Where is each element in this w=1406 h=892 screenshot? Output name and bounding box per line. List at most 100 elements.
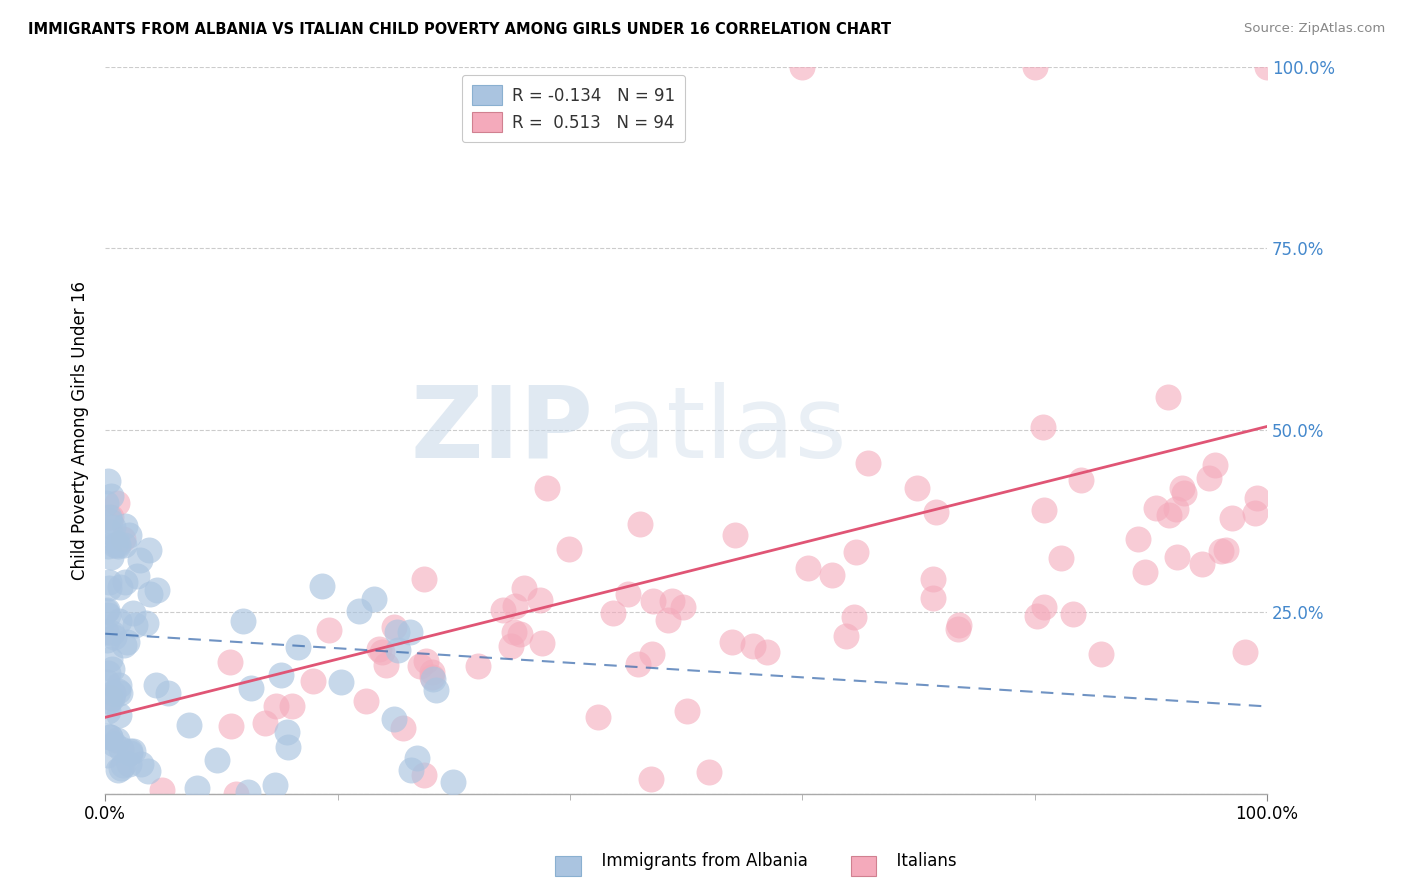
Point	[676, 704, 699, 718]
Point	[97, 510, 120, 524]
Point	[602, 606, 624, 620]
Point	[329, 674, 352, 689]
Point	[97, 607, 120, 622]
Point	[118, 756, 141, 771]
Point	[107, 614, 129, 628]
Point	[287, 640, 309, 654]
Y-axis label: Child Poverty Among Girls Under 16: Child Poverty Among Girls Under 16	[72, 281, 89, 580]
Point	[948, 617, 970, 632]
Point	[98, 652, 121, 666]
Point	[232, 614, 254, 628]
Point	[145, 677, 167, 691]
Point	[281, 699, 304, 714]
Point	[97, 666, 120, 681]
Point	[112, 538, 135, 552]
Point	[415, 654, 437, 668]
Point	[97, 574, 120, 589]
Point	[792, 60, 814, 74]
Point	[240, 681, 263, 695]
Point	[136, 764, 159, 778]
Point	[98, 524, 121, 539]
Point	[1126, 532, 1149, 546]
Point	[112, 638, 135, 652]
Point	[219, 655, 242, 669]
Point	[96, 603, 118, 617]
Point	[100, 550, 122, 565]
Point	[277, 740, 299, 755]
Point	[925, 505, 948, 519]
Legend: R = -0.134   N = 91, R =  0.513   N = 94: R = -0.134 N = 91, R = 0.513 N = 94	[463, 75, 685, 142]
Point	[363, 591, 385, 606]
Point	[425, 682, 447, 697]
Point	[657, 613, 679, 627]
Point	[311, 579, 333, 593]
Point	[1032, 420, 1054, 434]
Point	[1026, 609, 1049, 624]
Point	[413, 768, 436, 782]
Point	[264, 698, 287, 713]
Point	[536, 481, 558, 495]
Point	[115, 635, 138, 649]
Point	[100, 489, 122, 503]
Point	[616, 587, 638, 601]
Point	[643, 593, 665, 607]
Point	[1198, 471, 1220, 485]
Point	[513, 581, 536, 595]
Point	[98, 581, 121, 595]
Point	[1220, 511, 1243, 525]
Point	[104, 538, 127, 552]
Point	[382, 620, 405, 634]
Point	[135, 615, 157, 630]
Point	[509, 626, 531, 640]
Point	[641, 647, 664, 661]
Text: atlas: atlas	[605, 382, 846, 479]
Point	[387, 643, 409, 657]
Point	[302, 674, 325, 689]
Point	[443, 775, 465, 789]
Point	[107, 540, 129, 554]
Point	[98, 694, 121, 708]
Point	[101, 686, 124, 700]
Point	[1215, 543, 1237, 558]
Point	[101, 662, 124, 676]
Point	[270, 667, 292, 681]
Point	[114, 518, 136, 533]
Point	[406, 750, 429, 764]
Point	[1133, 565, 1156, 579]
Point	[499, 639, 522, 653]
Point	[107, 763, 129, 777]
Point	[105, 496, 128, 510]
Text: Immigrants from Albania: Immigrants from Albania	[591, 852, 807, 870]
Point	[382, 712, 405, 726]
Point	[640, 772, 662, 786]
Point	[107, 684, 129, 698]
Point	[98, 731, 121, 745]
Point	[586, 710, 609, 724]
Text: IMMIGRANTS FROM ALBANIA VS ITALIAN CHILD POVERTY AMONG GIRLS UNDER 16 CORRELATIO: IMMIGRANTS FROM ALBANIA VS ITALIAN CHILD…	[28, 22, 891, 37]
Point	[276, 724, 298, 739]
Point	[1032, 502, 1054, 516]
Point	[399, 763, 422, 777]
Point	[96, 625, 118, 640]
Point	[1244, 506, 1267, 520]
Point	[354, 694, 377, 708]
Point	[253, 715, 276, 730]
Text: Italians: Italians	[886, 852, 956, 870]
Point	[492, 603, 515, 617]
Point	[108, 686, 131, 700]
Point	[422, 673, 444, 687]
Point	[721, 634, 744, 648]
Point	[114, 574, 136, 589]
Text: ZIP: ZIP	[411, 382, 593, 479]
Point	[531, 636, 554, 650]
Point	[398, 625, 420, 640]
Point	[1070, 473, 1092, 487]
Point	[697, 764, 720, 779]
Point	[111, 758, 134, 772]
Point	[821, 567, 844, 582]
Point	[387, 625, 409, 640]
Point	[1146, 501, 1168, 516]
Point	[1166, 550, 1188, 565]
Point	[1204, 458, 1226, 472]
Point	[110, 761, 132, 775]
